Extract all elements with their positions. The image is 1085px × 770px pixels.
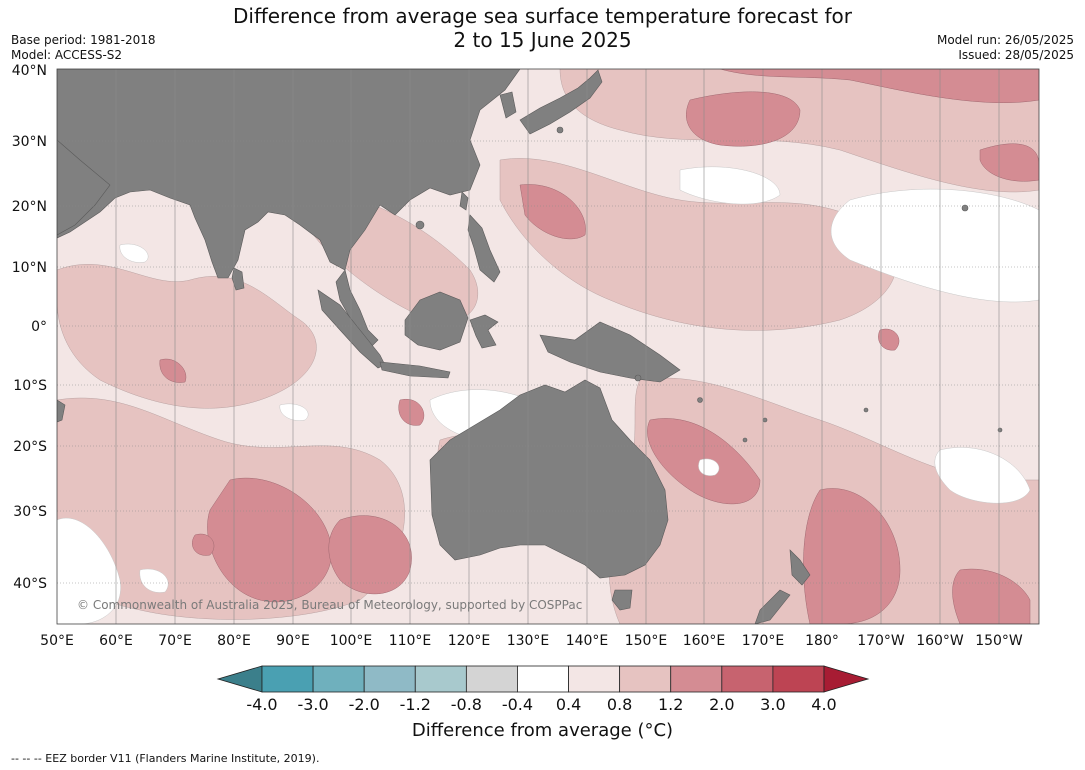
colorbar-tick-label: 3.0 <box>760 695 785 714</box>
lon-label: 80°E <box>217 633 251 649</box>
model-info-left: Base period: 1981-2018 Model: ACCESS-S2 <box>11 33 156 63</box>
taiwan <box>459 191 469 211</box>
chart-title: Difference from average sea surface temp… <box>0 4 1085 52</box>
colorbar-cells <box>216 665 870 693</box>
arabia <box>57 139 111 236</box>
lon-label: 180° <box>805 633 839 649</box>
lon-label: 100°E <box>330 633 373 649</box>
longitude-labels: 50°E 60°E 70°E 80°E 90°E 100°E 110°E 120… <box>40 633 1023 649</box>
colorbar-tick-label: -3.0 <box>297 695 328 714</box>
japan <box>519 69 603 135</box>
lon-label: 150°E <box>625 633 668 649</box>
lon-label: 150°W <box>975 633 1023 649</box>
anomaly-neutral-regions <box>57 166 1039 624</box>
sulawesi <box>469 314 499 349</box>
title-line-2: 2 to 15 June 2025 <box>453 28 632 52</box>
asia-landmass <box>57 69 521 279</box>
australia <box>429 379 669 579</box>
latitude-labels: 40°N 30°N 20°N 10°N 0° 10°S 20°S 30°S 40… <box>12 63 47 592</box>
model-name-text: Model: ACCESS-S2 <box>11 48 123 62</box>
philippines <box>467 214 501 283</box>
colorbar-cell <box>772 665 825 693</box>
colorbar-cell <box>312 665 365 693</box>
colorbar-cell <box>568 665 621 693</box>
map-frame <box>56 68 1040 625</box>
lat-label: 30°N <box>12 134 47 150</box>
sri-lanka <box>231 267 245 291</box>
lat-label: 20°S <box>13 439 47 455</box>
lat-label: 10°S <box>13 378 47 394</box>
madagascar <box>57 399 66 423</box>
lon-label: 130°E <box>507 633 550 649</box>
new-guinea <box>539 321 681 383</box>
colorbar-tick-label: -1.2 <box>400 695 431 714</box>
colorbar-tick-label: -2.0 <box>349 695 380 714</box>
title-line-1: Difference from average sea surface temp… <box>232 4 852 28</box>
colorbar-title: Difference from average (°C) <box>411 720 674 741</box>
tasmania <box>611 589 633 611</box>
colorbar-tick-label: 2.0 <box>709 695 734 714</box>
lon-label: 50°E <box>40 633 74 649</box>
land-masses <box>57 69 1003 624</box>
meridians <box>115 69 1000 624</box>
colorbar-tick-label: -0.8 <box>451 695 482 714</box>
model-info-right: Model run: 26/05/2025 Issued: 28/05/2025 <box>937 33 1074 63</box>
lon-label: 60°E <box>99 633 133 649</box>
colorbar-cell <box>619 665 672 693</box>
colorbar-arrow-high <box>823 665 870 693</box>
model-run-text: Model run: 26/05/2025 <box>936 33 1074 47</box>
colorbar-tick-labels: -4.0 -3.0 -2.0 -1.2 -0.8 -0.4 0.4 0.8 1.2 2.0 3.0 4… <box>246 695 836 714</box>
colorbar-tick-label: 4.0 <box>811 695 836 714</box>
lon-label: 110°E <box>389 633 432 649</box>
borneo <box>404 291 469 351</box>
colorbar-cell <box>670 665 723 693</box>
lat-label: 30°S <box>13 504 47 520</box>
colorbar-tick-label: 0.4 <box>556 695 581 714</box>
lat-label: 0° <box>31 319 47 335</box>
new-zealand-north <box>789 549 811 586</box>
colorbar-tick-label: 0.8 <box>607 695 632 714</box>
copyright-notice: © Commonwealth of Australia 2025, Bureau… <box>77 598 582 612</box>
eez-border-note: -- -- -- EEZ border V11 (Flanders Marine… <box>11 752 320 765</box>
lat-label: 40°S <box>13 576 47 592</box>
colorbar-cell <box>414 665 467 693</box>
colorbar-arrow-low <box>216 665 263 693</box>
colorbar: -4.0 -3.0 -2.0 -1.2 -0.8 -0.4 0.4 0.8 1.2 2.0 3.0 4… <box>216 665 870 714</box>
colorbar-cell <box>721 665 774 693</box>
lon-label: 90°E <box>276 633 310 649</box>
new-zealand-south <box>754 589 791 624</box>
lat-label: 10°N <box>12 260 47 276</box>
anomaly-1.2-2.0-regions <box>159 69 1039 624</box>
lon-label: 170°W <box>857 633 905 649</box>
lon-label: 170°E <box>742 633 785 649</box>
issued-text: Issued: 28/05/2025 <box>958 48 1074 62</box>
colorbar-cell <box>363 665 416 693</box>
colorbar-tick-label: 1.2 <box>658 695 683 714</box>
lon-label: 160°W <box>916 633 964 649</box>
lat-label: 40°N <box>12 63 47 79</box>
lon-label: 120°E <box>448 633 491 649</box>
lat-label: 20°N <box>12 199 47 215</box>
colorbar-cell <box>517 665 569 693</box>
lon-label: 70°E <box>158 633 192 649</box>
korea <box>499 91 517 119</box>
map-area: © Commonwealth of Australia 2025, Bureau… <box>57 69 1039 624</box>
colorbar-cell <box>261 665 314 693</box>
base-period-text: Base period: 1981-2018 <box>11 33 156 47</box>
colorbar-cell <box>465 665 518 693</box>
colorbar-tick-label: -0.4 <box>502 695 533 714</box>
java <box>379 361 451 379</box>
lon-label: 140°E <box>566 633 609 649</box>
colorbar-tick-label: -4.0 <box>246 695 277 714</box>
lon-label: 160°E <box>683 633 726 649</box>
